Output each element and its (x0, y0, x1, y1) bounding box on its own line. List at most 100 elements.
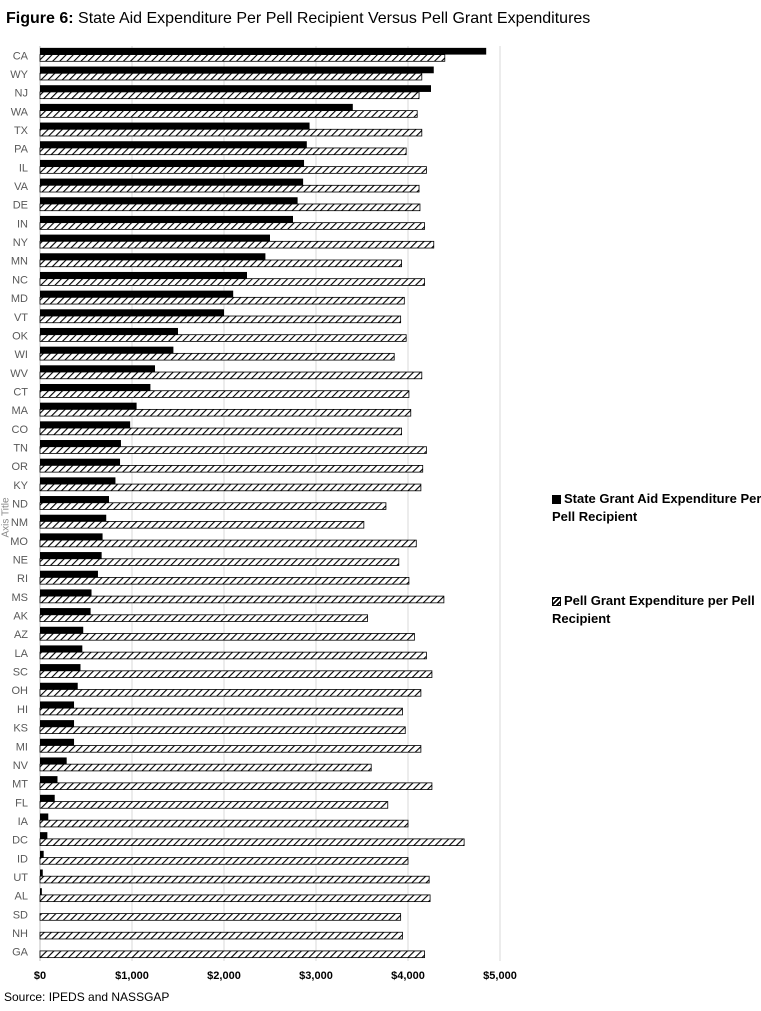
bar-pell-grant (39, 483, 422, 492)
bar-state-aid (40, 178, 304, 186)
y-tick-labels: CA WY NJ WA TX PA IL VA DE IN NY MN NC MD VT OK WI WV CT MA… (10, 50, 28, 958)
bar-pell-grant (39, 558, 400, 566)
bar-state-aid (40, 608, 91, 615)
bar-state-aid (40, 365, 155, 373)
category-label: VA (14, 181, 29, 193)
bar-pell-grant (39, 539, 417, 548)
source-note: Source: IPEDS and NASSGAP (4, 990, 170, 1004)
bar-pell-grant (39, 857, 409, 865)
bar-state-aid (40, 552, 102, 559)
bar-pell-grant (39, 446, 427, 454)
category-label: CA (13, 50, 29, 62)
bar-pell-grant (39, 110, 418, 118)
category-label: IL (19, 162, 28, 174)
category-label: TN (13, 442, 28, 454)
bar-state-aid (40, 514, 107, 522)
category-label: LA (15, 648, 29, 660)
category-label: SD (13, 909, 28, 921)
bar-state-aid (40, 832, 48, 839)
category-label: IA (18, 816, 29, 828)
bar-pell-grant (39, 371, 423, 380)
bar-pell-grant (39, 352, 395, 361)
bar-pell-grant (39, 595, 445, 604)
category-label: NH (12, 928, 28, 940)
figure-title: State Aid Expenditure Per Pell Recipient… (78, 10, 591, 27)
bar-state-aid (40, 720, 75, 727)
category-label: CT (13, 386, 28, 398)
bar-state-aid (40, 477, 116, 485)
bar-pell-grant (39, 147, 407, 156)
bar-state-aid (40, 309, 224, 317)
bar-pell-grant (39, 240, 435, 249)
category-label: NJ (15, 88, 28, 100)
figure-label: Figure 6: (6, 10, 74, 27)
bar-pell-grant (39, 72, 423, 81)
bar-state-aid (40, 533, 103, 541)
bar-pell-grant (39, 670, 433, 678)
bar-state-aid (40, 850, 44, 858)
bar-state-aid (40, 589, 92, 597)
legend-item-state-aid: State Grant Aid Expenditure Per Pell Rec… (552, 490, 761, 526)
bar-state-aid (40, 496, 109, 503)
x-tick-labels: $0 $1,000 $2,000 $3,000 $4,000 $5,000 (34, 970, 517, 982)
bar-pell-grant (39, 745, 422, 753)
bar-state-aid (40, 327, 178, 335)
bar-pell-grant (39, 54, 446, 62)
category-label: AK (13, 611, 28, 623)
bar-state-aid (40, 888, 42, 895)
category-label: WV (10, 368, 28, 380)
bar-state-aid (40, 794, 55, 802)
bar-pell-grant (39, 931, 403, 940)
bar-state-aid (40, 47, 487, 55)
bar-pell-grant (39, 913, 402, 921)
category-label: NE (13, 555, 28, 567)
category-label: AL (15, 891, 28, 903)
bar-state-aid (40, 776, 58, 783)
bar-state-aid (40, 271, 247, 279)
category-label: WI (15, 349, 28, 361)
bar-pell-grant (39, 633, 415, 641)
bar-state-aid (40, 234, 270, 242)
bar-pell-grant (39, 838, 465, 846)
bar-pell-grant (39, 408, 412, 417)
bar-state-aid (40, 570, 98, 578)
bar-pell-grant (39, 521, 365, 529)
bar-pell-grant (39, 614, 368, 622)
category-label: FL (15, 797, 28, 809)
category-label: GA (12, 947, 29, 959)
x-tick-label: $0 (34, 970, 46, 982)
category-label: MS (12, 592, 29, 604)
category-label: KS (13, 723, 28, 735)
legend-item-pell: Pell Grant Expenditure per Pell Recipien… (552, 592, 761, 628)
bar-pell-grant (39, 577, 410, 585)
category-label: NC (12, 274, 28, 286)
category-label: UT (13, 872, 28, 884)
category-label: OH (12, 685, 29, 697)
bar-pell-grant (39, 465, 424, 473)
bar-state-aid (40, 440, 121, 447)
bar-pell-grant (39, 801, 389, 809)
category-label: VT (14, 312, 28, 324)
category-label: AZ (14, 629, 28, 641)
bar-state-aid (40, 122, 310, 130)
category-label: WY (10, 69, 28, 81)
bar-state-aid (40, 757, 67, 765)
bar-state-aid (40, 85, 431, 92)
category-label: MT (12, 779, 28, 791)
bar-pell-grant (39, 950, 425, 959)
bar-state-aid (40, 664, 81, 671)
bar-pell-grant (39, 726, 406, 734)
chart-title: Figure 6: State Aid Expenditure Per Pell… (6, 10, 590, 28)
bar-pell-grant (39, 819, 409, 828)
bar-pell-grant (39, 184, 420, 193)
bar-pell-grant (39, 315, 402, 324)
bar-state-aid (40, 682, 78, 690)
bar-state-aid (40, 290, 234, 298)
bar-state-aid (40, 103, 353, 111)
category-label: MA (12, 405, 29, 417)
category-label: OR (12, 461, 29, 473)
bar-state-aid (40, 813, 49, 821)
bar-pell-grant (39, 296, 405, 305)
category-label: PA (14, 144, 29, 156)
bar-pell-grant (39, 427, 402, 436)
